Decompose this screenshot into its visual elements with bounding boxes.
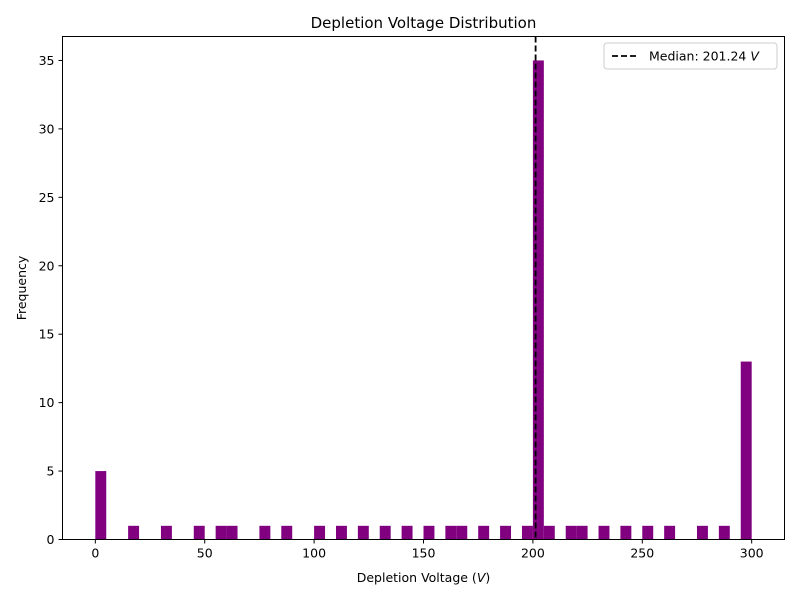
histogram-bar: [401, 525, 413, 540]
histogram-bar: [314, 525, 326, 540]
legend-label-unit: V: [750, 49, 760, 64]
legend-median-label: Median: 201.24 V: [649, 49, 760, 64]
x-tick-label: 250: [630, 546, 654, 561]
y-tick-label: 10: [39, 395, 55, 410]
x-axis-label-prefix: Depletion Voltage (: [357, 570, 477, 585]
histogram-bar: [565, 525, 577, 540]
histogram-bar: [215, 525, 227, 540]
histogram-bar: [379, 525, 391, 540]
histogram-bar: [576, 525, 588, 540]
x-tick-label: 0: [91, 546, 99, 561]
bars-layer: [95, 60, 752, 540]
histogram-bar: [532, 60, 544, 540]
y-tick-label: 15: [39, 327, 55, 342]
histogram-bar: [335, 525, 347, 540]
histogram-bar: [500, 525, 512, 540]
histogram-bar: [718, 525, 730, 540]
histogram-bar: [664, 525, 676, 540]
histogram-bar: [423, 525, 435, 540]
y-axis-label: Frequency: [14, 255, 29, 320]
x-tick-label: 150: [412, 546, 436, 561]
x-tick-label: 200: [521, 546, 545, 561]
x-tick-label: 100: [302, 546, 326, 561]
histogram-bar: [521, 525, 533, 540]
chart-title: Depletion Voltage Distribution: [311, 14, 537, 32]
histogram-bar: [226, 525, 238, 540]
histogram-bar: [259, 525, 271, 540]
histogram-bar: [478, 525, 490, 540]
y-tick-label: 0: [47, 532, 55, 547]
histogram-bar: [128, 525, 140, 540]
histogram-bar: [357, 525, 369, 540]
x-tick-label: 50: [197, 546, 213, 561]
legend-box: [603, 42, 778, 70]
y-tick-label: 5: [47, 464, 55, 479]
histogram-bar: [160, 525, 172, 540]
histogram-bar: [598, 525, 610, 540]
y-tick-label: 35: [39, 53, 55, 68]
y-tick-label: 30: [39, 121, 55, 136]
y-axis-ticks: 0 5 10 15 20 25 30 35: [39, 53, 63, 547]
histogram-bar: [543, 525, 555, 540]
x-tick-label: 300: [740, 546, 764, 561]
x-axis-label-suffix: ): [485, 570, 490, 585]
x-axis-ticks: 0 50 100 150 200 250 300: [91, 539, 764, 561]
y-tick-label: 20: [39, 258, 55, 273]
y-tick-label: 25: [39, 190, 55, 205]
legend-label-prefix: Median: 201.24: [649, 49, 750, 64]
histogram-bar: [193, 525, 205, 540]
histogram-bar: [620, 525, 632, 540]
x-axis-label: Depletion Voltage (V): [357, 570, 491, 585]
histogram-bar: [642, 525, 654, 540]
plot-area-frame: [62, 36, 785, 540]
legend: Median: 201.24 V: [603, 42, 778, 70]
x-axis-label-unit: V: [477, 570, 487, 585]
histogram-bar: [696, 525, 708, 540]
histogram-bar: [740, 361, 752, 540]
histogram-bar: [95, 471, 107, 540]
histogram-bar: [445, 525, 457, 540]
histogram-bar: [456, 525, 468, 540]
histogram-bar: [281, 525, 293, 540]
